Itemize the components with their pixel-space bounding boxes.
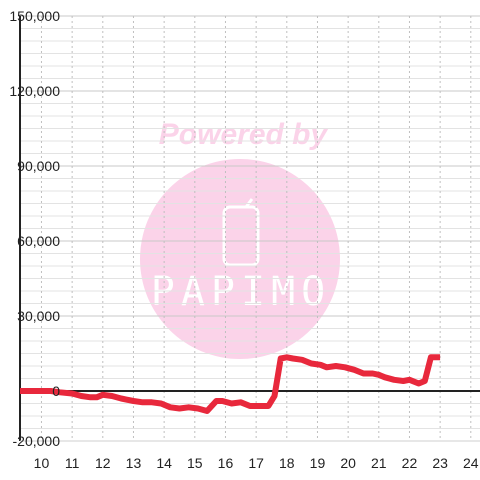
tick-labels: 150,000 120,000 90,000 60,000 30,000 0 -20,000…: [9, 8, 478, 471]
x-tick-label: 18: [279, 455, 295, 471]
watermark-circle: [140, 159, 340, 359]
x-tick-label: 21: [371, 455, 387, 471]
y-tick-label: 60,000: [17, 233, 60, 249]
x-tick-label: 24: [463, 455, 479, 471]
watermark-caption: Powered by: [159, 118, 329, 151]
grid: [20, 15, 480, 442]
y-tick-label: 0: [52, 383, 60, 399]
series-layer: [20, 354, 441, 414]
x-tick-label: 12: [95, 455, 111, 471]
y-tick-label: -20,000: [13, 433, 61, 449]
x-tick-label: 17: [248, 455, 264, 471]
x-tick-label: 19: [310, 455, 326, 471]
watermark: Powered by PAPIMO: [140, 118, 340, 359]
series-line: [20, 354, 441, 414]
y-tick-label: 30,000: [17, 308, 60, 324]
x-tick-label: 22: [402, 455, 418, 471]
x-tick-label: 15: [187, 455, 203, 471]
x-tick-label: 11: [65, 455, 80, 471]
x-tick-label: 14: [156, 455, 172, 471]
x-tick-label: 13: [126, 455, 142, 471]
y-tick-label: 120,000: [9, 83, 60, 99]
x-tick-label: 20: [340, 455, 356, 471]
watermark-logo: PAPIMO: [151, 269, 332, 315]
y-tick-label: 90,000: [17, 158, 60, 174]
x-tick-label: 10: [34, 455, 50, 471]
x-tick-label: 23: [432, 455, 448, 471]
x-tick-label: 16: [218, 455, 234, 471]
y-tick-label: 150,000: [9, 8, 60, 24]
axes: [19, 16, 480, 442]
